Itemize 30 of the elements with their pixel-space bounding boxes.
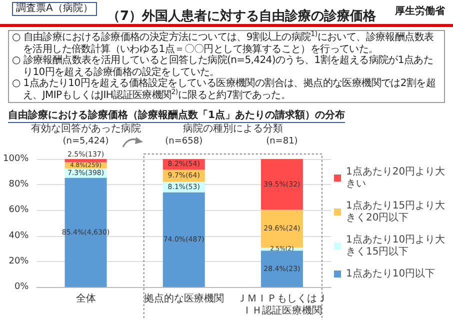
- bar: [64, 159, 107, 162]
- bar: [162, 192, 205, 287]
- text: (n=81): [266, 136, 298, 146]
- text: ○ 自由診療における診療価格の決定方法については、9割以上の病院$^{1)}$において、診療報酬点数表を活用した倍数計算（いわゆる1点＝〇〇円として換算すること）を行っていた。: [12, 30, 435, 54]
- legend-label: 1点あたり15円より大きく20円以下: [346, 200, 446, 224]
- bar: [260, 159, 303, 210]
- chart-title: （7）外国人患者に対する自由診療の診療価格: [106, 8, 378, 25]
- text: ○ 診療報酬点数表を活用していると回答した病院(n=5,424)のうち、1割を超える病院が1点あたり10円を超える診療価格の設定をしていた。: [12, 55, 434, 78]
- y-tick-label: 100%: [2, 154, 30, 164]
- text: 調査票A（病院）: [12, 2, 97, 16]
- y-tick-label: 0%: [14, 282, 30, 292]
- text: 有効な回答があった病院: [30, 122, 141, 134]
- y-tick-label: 80%: [8, 180, 30, 190]
- legend-label: 1点あたり10円以下: [346, 268, 436, 280]
- bar: [260, 210, 303, 248]
- x-tick-label: 拠点的な医療機関: [144, 292, 224, 304]
- text: 厚生労働省: [395, 4, 445, 18]
- chart-subtitle: 自由診療における診療価格（診療報酬点数「1点」あたりの請求額）の分布: [8, 110, 345, 123]
- y-tick-label: 60%: [8, 205, 30, 216]
- y-tick-label: 40%: [8, 230, 30, 241]
- x-tick-label: 全体: [76, 292, 96, 304]
- x-tick-label: ＪＭＩＰもしくはＪＩＨ認証医療機関: [236, 294, 327, 316]
- bar: [260, 250, 303, 287]
- legend-label: 1点あたり20円より大きい: [346, 166, 446, 190]
- text: ○ 1点あたり10円を超える価格設定をしている医療機関の割合は、拠点的な医療機関では2割を超え、JMIPもしくはJIH認証医療機関$^{2)}$に限ると約7割であった。: [12, 78, 437, 101]
- y-tick-label: 20%: [8, 256, 30, 266]
- text: (n=658): [165, 136, 203, 146]
- text: 病院の種別による分類: [182, 122, 283, 134]
- text: (n=5,424): [62, 136, 109, 146]
- legend-label: 1点あたり10円より大きく15円以下: [346, 234, 446, 258]
